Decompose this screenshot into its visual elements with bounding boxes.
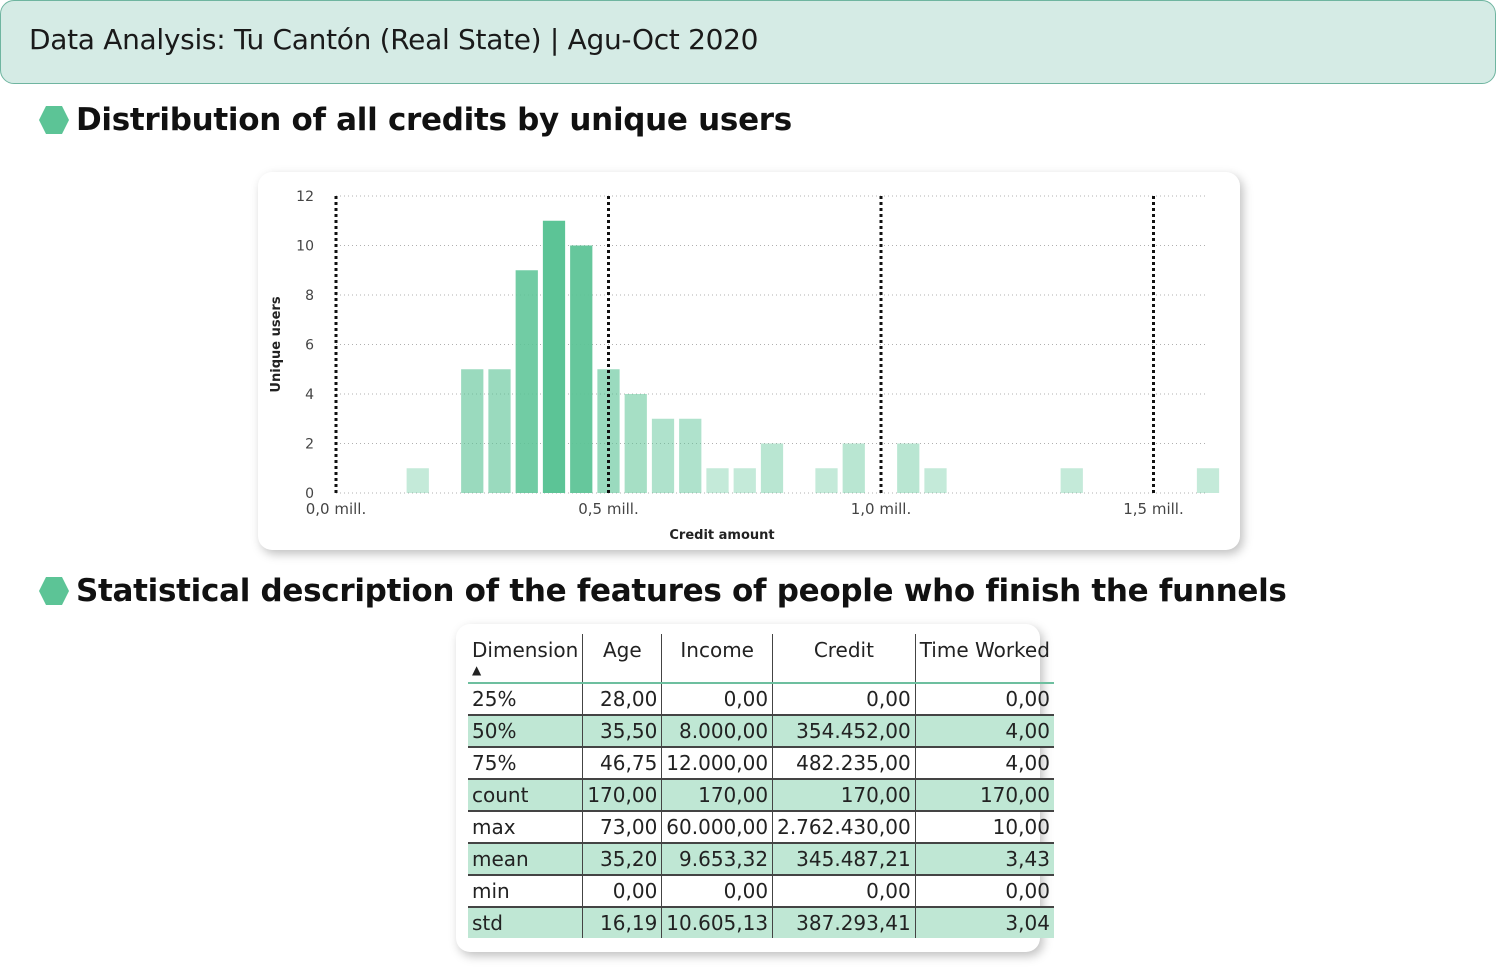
section-title: Statistical description of the features … <box>76 573 1287 609</box>
column-header-dimension[interactable]: Dimension ▲ <box>468 634 584 684</box>
table-cell-time-worked: 170,00 <box>915 779 1054 812</box>
histogram-bar[interactable]: 1 <box>406 468 429 493</box>
column-header-time-worked[interactable]: Time Worked <box>915 634 1054 684</box>
table-cell-age: 28,00 <box>582 683 663 716</box>
histogram-bar[interactable]: 1 <box>733 468 756 493</box>
hexagon-bullet-icon <box>39 106 69 134</box>
table-cell-dimension: 25% <box>468 683 584 716</box>
table-cell-credit: 2.762.430,00 <box>772 811 916 844</box>
histogram-bar[interactable]: 1 <box>1196 468 1220 493</box>
table-cell-dimension: count <box>468 779 584 812</box>
table-cell-age: 46,75 <box>582 747 663 780</box>
table-cell-credit: 354.452,00 <box>772 715 916 748</box>
table-cell-credit: 345.487,21 <box>772 843 916 876</box>
statistics-table: Dimension ▲ Age Income Credit Time Worke… <box>468 634 1054 938</box>
histogram-bar[interactable]: 5 <box>488 369 511 493</box>
table-cell-dimension: max <box>468 811 584 844</box>
histogram-bar[interactable]: 11 <box>542 220 566 493</box>
x-tick-label: 1,5 mill. <box>1123 500 1184 518</box>
table-cell-time-worked: 10,00 <box>915 811 1054 844</box>
table-cell-dimension: 75% <box>468 747 584 780</box>
table-cell-income: 0,00 <box>661 875 774 908</box>
histogram-bar[interactable]: 1 <box>1060 468 1083 493</box>
table-cell-credit: 0,00 <box>772 683 916 716</box>
table-cell-dimension: mean <box>468 843 584 876</box>
table-cell-dimension: min <box>468 875 584 908</box>
table-cell-age: 35,50 <box>582 715 663 748</box>
table-cell-time-worked: 3,04 <box>915 907 1054 938</box>
table-cell-credit: 170,00 <box>772 779 916 812</box>
histogram-bar[interactable]: 1 <box>706 468 729 493</box>
table-cell-income: 12.000,00 <box>661 747 774 780</box>
y-tick-label: 8 <box>305 288 314 304</box>
column-header-credit[interactable]: Credit <box>772 634 916 684</box>
histogram-bar[interactable]: 5 <box>461 369 484 493</box>
x-tick-label: 0,5 mill. <box>578 500 639 518</box>
table-row: 25% 28,00 0,00 0,00 0,00 <box>468 683 1054 716</box>
table-cell-dimension: std <box>468 907 584 938</box>
x-axis-label: Credit amount <box>669 528 774 543</box>
column-header-age[interactable]: Age <box>582 634 663 684</box>
table-cell-credit: 387.293,41 <box>772 907 916 938</box>
histogram-bar[interactable]: 2 <box>897 443 920 494</box>
y-tick-label: 6 <box>305 338 314 354</box>
credit-histogram[interactable]: 0246810121559111054331121221110,0 mill. 0… <box>258 172 1240 550</box>
table-row: 50% 35,50 8.000,00 354.452,00 4,00 <box>468 715 1054 748</box>
y-axis-label: Unique users <box>269 296 284 392</box>
x-tick-label: 1,0 mill. <box>851 500 912 518</box>
table-row: count 170,00 170,00 170,00 170,00 <box>468 779 1054 812</box>
header-banner: Data Analysis: Tu Cantón (Real State) | … <box>0 0 1496 84</box>
y-tick-label: 12 <box>296 189 314 205</box>
table-cell-age: 35,20 <box>582 843 663 876</box>
table-cell-time-worked: 3,43 <box>915 843 1054 876</box>
histogram-bar[interactable]: 3 <box>651 418 675 493</box>
histogram-bar[interactable]: 10 <box>570 245 593 494</box>
table-cell-income: 0,00 <box>661 683 774 716</box>
section-title: Distribution of all credits by unique us… <box>76 102 792 138</box>
histogram-card[interactable]: 0246810121559111054331121221110,0 mill.0… <box>258 172 1240 550</box>
histogram-bar[interactable]: 9 <box>515 270 538 493</box>
table-cell-time-worked: 0,00 <box>915 875 1054 908</box>
table-cell-time-worked: 4,00 <box>915 747 1054 780</box>
table-row: min 0,00 0,00 0,00 0,00 <box>468 875 1054 908</box>
y-tick-label: 0 <box>305 486 314 502</box>
table-row: std 16,19 10.605,13 387.293,41 3,04 <box>468 907 1054 938</box>
section-heading-statistics: Statistical description of the features … <box>38 571 1287 611</box>
sort-ascending-icon[interactable]: ▲ <box>472 663 482 677</box>
table-cell-income: 10.605,13 <box>661 907 774 938</box>
histogram-bar[interactable]: 2 <box>760 443 784 494</box>
table-cell-income: 60.000,00 <box>661 811 774 844</box>
table-cell-age: 170,00 <box>582 779 663 812</box>
x-tick-label: 0,0 mill. <box>306 500 367 518</box>
table-cell-income: 9.653,32 <box>661 843 774 876</box>
section-heading-distribution: Distribution of all credits by unique us… <box>38 100 792 140</box>
table-cell-age: 16,19 <box>582 907 663 938</box>
table-cell-credit: 482.235,00 <box>772 747 916 780</box>
table-cell-income: 170,00 <box>661 779 774 812</box>
y-tick-label: 10 <box>296 239 314 255</box>
histogram-bar[interactable]: 1 <box>815 468 838 493</box>
table-cell-time-worked: 4,00 <box>915 715 1054 748</box>
table-cell-age: 73,00 <box>582 811 663 844</box>
table-cell-credit: 0,00 <box>772 875 916 908</box>
table-row: 75% 46,75 12.000,00 482.235,00 4,00 <box>468 747 1054 780</box>
statistics-table-card: Dimension ▲ Age Income Credit Time Worke… <box>456 624 1054 952</box>
column-header-income[interactable]: Income <box>661 634 774 684</box>
histogram-bar[interactable]: 1 <box>924 468 947 493</box>
table-row: mean 35,20 9.653,32 345.487,21 3,43 <box>468 843 1054 876</box>
hexagon-bullet-icon <box>39 577 69 605</box>
histogram-bar[interactable]: 3 <box>679 418 702 493</box>
y-tick-label: 2 <box>305 437 314 453</box>
table-row: max 73,00 60.000,00 2.762.430,00 10,00 <box>468 811 1054 844</box>
table-header-row: Dimension ▲ Age Income Credit Time Worke… <box>468 634 1054 684</box>
y-tick-label: 4 <box>305 387 314 403</box>
page-title: Data Analysis: Tu Cantón (Real State) | … <box>29 23 759 56</box>
table-cell-age: 0,00 <box>582 875 663 908</box>
histogram-bar[interactable]: 2 <box>842 443 865 494</box>
table-cell-time-worked: 0,00 <box>915 683 1054 716</box>
table-cell-dimension: 50% <box>468 715 584 748</box>
histogram-bar[interactable]: 4 <box>624 394 647 493</box>
table-cell-income: 8.000,00 <box>661 715 774 748</box>
